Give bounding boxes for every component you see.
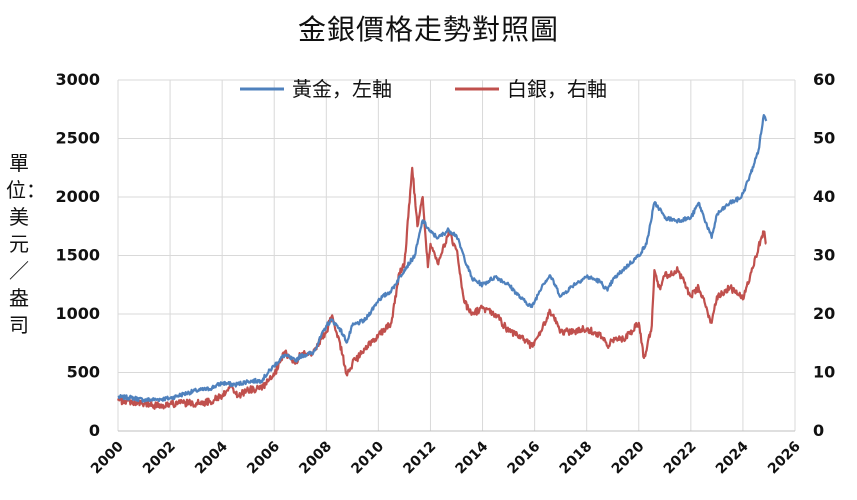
legend-gold-label: 黃金，左軸: [292, 77, 392, 101]
x-tick-label: 2004: [192, 438, 231, 477]
y-left-tick-label: 1500: [55, 246, 100, 265]
y-right-tick-label: 20: [813, 304, 835, 323]
y-left-tick-label: 0: [89, 421, 100, 440]
x-tick-label: 2022: [661, 439, 700, 478]
y-left-tick-label: 1000: [55, 304, 100, 323]
x-tick-label: 2010: [348, 438, 387, 477]
gold-series-line: [117, 114, 768, 403]
x-tick-label: 2012: [400, 439, 439, 478]
x-tick-label: 2014: [452, 438, 491, 477]
y-right-tick-label: 40: [813, 187, 835, 206]
x-tick-label: 2016: [505, 439, 544, 478]
x-tick-label: 2000: [88, 438, 127, 477]
x-tick-label: 2006: [244, 439, 283, 478]
y-right-tick-label: 0: [813, 421, 824, 440]
x-tick-label: 2018: [557, 439, 596, 478]
y-right-tick-label: 30: [813, 246, 835, 265]
chart-title: 金銀價格走勢對照圖: [297, 13, 559, 46]
silver-series-line: [116, 166, 767, 410]
y-right-tick-label: 50: [813, 129, 835, 148]
y-axis-left-label: 單位：美元／盎司: [6, 151, 46, 337]
y-left-tick-label: 2500: [55, 129, 100, 148]
legend-silver-label: 白銀，右軸: [507, 77, 607, 101]
y-right-tick-label: 10: [813, 363, 835, 382]
x-tick-label: 2026: [765, 439, 804, 478]
x-tick-label: 2002: [140, 439, 179, 478]
y-left-tick-label: 2000: [55, 187, 100, 206]
y-left-tick-label: 3000: [55, 70, 100, 89]
y-right-tick-label: 60: [813, 70, 835, 89]
x-tick-label: 2008: [296, 439, 335, 478]
y-left-tick-label: 500: [67, 363, 100, 382]
x-tick-label: 2024: [713, 438, 752, 477]
x-tick-label: 2020: [609, 438, 648, 477]
